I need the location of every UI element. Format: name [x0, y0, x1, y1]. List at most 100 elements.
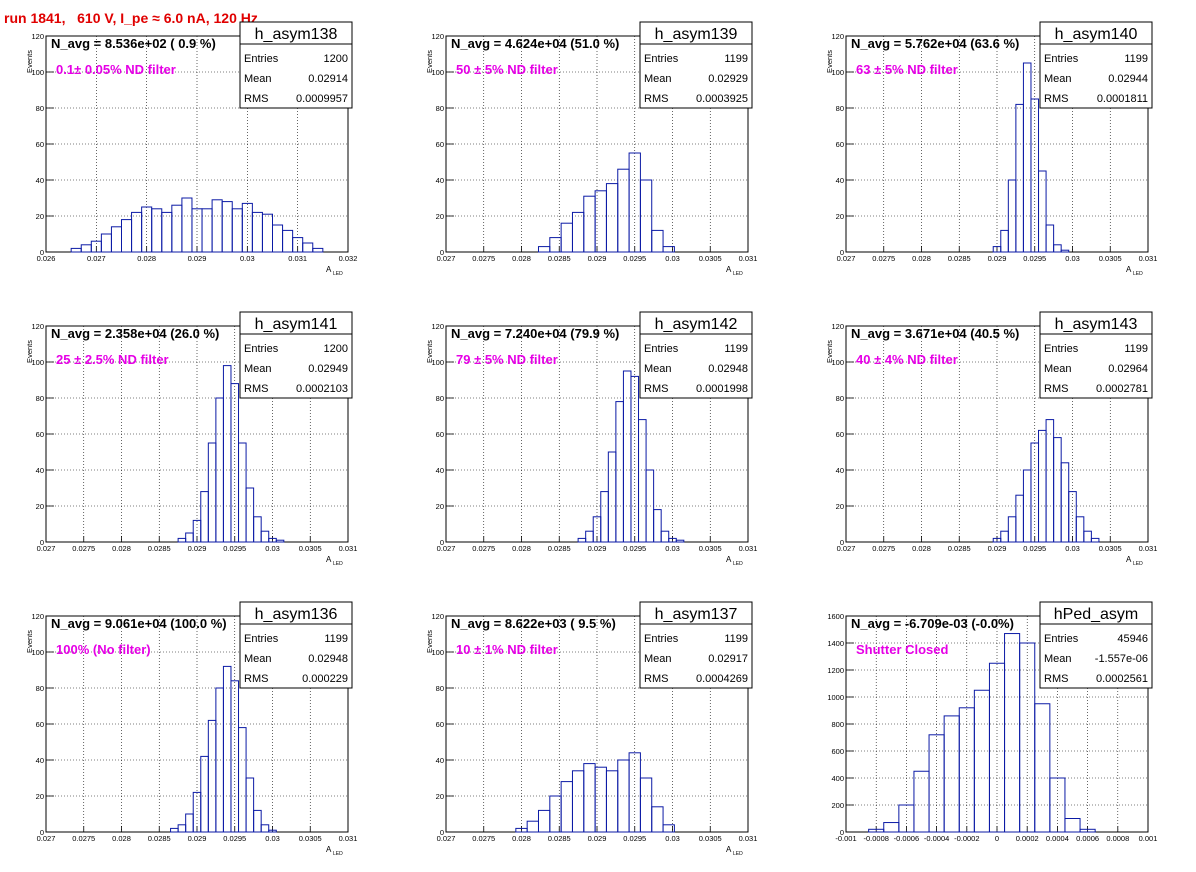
stats-value: 0.02964 — [1108, 363, 1148, 375]
x-tick-label: 0.0295 — [623, 834, 646, 843]
histogram-bin — [645, 469, 655, 543]
y-tick-label: 1600 — [827, 612, 844, 621]
histogram-name: h_asym137 — [655, 606, 738, 623]
y-tick-label: 1400 — [827, 639, 844, 648]
histogram-name: h_asym140 — [1055, 26, 1138, 43]
x-tick-label: 0.0275 — [872, 254, 895, 263]
histogram-bin — [1083, 530, 1092, 543]
chart-panel-h_asym139: 0.027 0.0275 0.028 0.0285 0.029 0.0295 0.03 0.0… — [425, 21, 758, 277]
stats-label: Mean — [644, 73, 672, 85]
stats-label: RMS — [244, 93, 268, 105]
y-tick-label: 40 — [836, 176, 844, 185]
y-tick-label: 60 — [836, 430, 844, 439]
y-tick-label: 20 — [436, 212, 444, 221]
stats-value: 1199 — [724, 53, 748, 65]
histogram-bin — [651, 229, 664, 253]
y-tick-label: 100 — [831, 68, 844, 77]
x-tick-label: 0.0295 — [1023, 544, 1046, 553]
y-tick-label: 200 — [831, 801, 844, 810]
histogram-bin — [268, 829, 277, 833]
x-axis-title: A — [726, 265, 732, 274]
y-tick-label: 80 — [36, 394, 44, 403]
stats-label: RMS — [644, 93, 668, 105]
navg-annotation: N_avg = 3.671e+04 (40.5 %) — [851, 326, 1019, 341]
filter-annotation: 0.1± 0.05% ND filter — [56, 62, 176, 77]
y-tick-label: 20 — [36, 502, 44, 511]
x-tick-label: 0.029 — [188, 254, 207, 263]
histogram-bin — [660, 530, 670, 543]
y-tick-label: 100 — [431, 68, 444, 77]
x-tick-label: 0.0295 — [1023, 254, 1046, 263]
histogram-name: hPed_asym — [1054, 606, 1139, 623]
x-tick-label: 0.0295 — [223, 834, 246, 843]
stats-label: Mean — [644, 653, 672, 665]
stats-label: Entries — [1044, 53, 1079, 65]
x-axis-title: A — [1126, 555, 1132, 564]
y-tick-label: 20 — [36, 792, 44, 801]
y-tick-label: 120 — [31, 612, 44, 621]
y-tick-label: 20 — [836, 502, 844, 511]
y-tick-label: 40 — [436, 466, 444, 475]
stats-value: 0.02948 — [708, 363, 748, 375]
histogram-name: h_asym138 — [255, 26, 338, 43]
x-tick-label: 0.0285 — [548, 834, 571, 843]
stats-box — [639, 601, 753, 689]
chart-panel-h_asym136: 0.027 0.0275 0.028 0.0285 0.029 0.0295 0.03 0.0… — [25, 601, 357, 857]
x-tick-label: 0.027 — [37, 834, 56, 843]
stats-value: 0.0002781 — [1096, 383, 1148, 395]
x-tick-label: 0.0285 — [948, 544, 971, 553]
y-tick-label: 0 — [440, 248, 444, 257]
x-axis-title: A — [326, 845, 332, 854]
x-tick-label: 0.027 — [837, 544, 856, 553]
y-tick-label: 60 — [836, 140, 844, 149]
stats-value: 0.0004269 — [696, 673, 748, 685]
histogram-bin — [1053, 244, 1062, 253]
x-tick-label: 0.0008 — [1106, 834, 1129, 843]
stats-label: Entries — [244, 343, 279, 355]
x-tick-label: -0.0002 — [954, 834, 979, 843]
x-tick-label: 0.027 — [437, 254, 456, 263]
histogram-bin — [245, 487, 255, 543]
stats-value: 1199 — [724, 343, 748, 355]
x-tick-label: 0.03 — [665, 254, 680, 263]
x-tick-label: 0.0285 — [548, 254, 571, 263]
histogram-bin — [1045, 224, 1055, 253]
x-tick-label: 0.029 — [188, 834, 207, 843]
y-axis-title: Events — [425, 630, 434, 653]
x-tick-label: 0.0295 — [223, 544, 246, 553]
x-tick-label: 0.0305 — [699, 254, 722, 263]
x-tick-label: 0.0295 — [623, 254, 646, 263]
y-tick-label: 40 — [36, 756, 44, 765]
stats-value: 1200 — [324, 343, 348, 355]
y-tick-label: 60 — [436, 720, 444, 729]
y-tick-label: 20 — [36, 212, 44, 221]
x-tick-label: 0.03 — [665, 834, 680, 843]
histogram-bin — [1090, 537, 1100, 543]
filter-annotation: 100% (No filter) — [56, 642, 151, 657]
histogram-bin — [253, 516, 262, 543]
y-tick-label: 80 — [836, 394, 844, 403]
stats-value: 0.000229 — [302, 673, 348, 685]
x-tick-label: 0.03 — [1065, 254, 1080, 263]
x-tick-label: 0.0305 — [699, 834, 722, 843]
x-axis-title: A — [326, 265, 332, 274]
stats-box — [239, 601, 353, 689]
y-tick-label: 120 — [31, 32, 44, 41]
histogram-bin — [1075, 516, 1085, 543]
histogram-bin — [253, 809, 262, 833]
navg-annotation: N_avg = 2.358e+04 (26.0 %) — [51, 326, 219, 341]
stats-box — [239, 311, 353, 399]
stats-label: RMS — [644, 673, 668, 685]
x-tick-label: 0.031 — [339, 544, 358, 553]
y-tick-label: 60 — [36, 140, 44, 149]
x-tick-label: -0.0008 — [863, 834, 888, 843]
stats-label: Entries — [244, 53, 279, 65]
x-tick-label: 0.031 — [739, 254, 758, 263]
stats-box — [639, 311, 753, 399]
histogram-bin — [675, 539, 685, 543]
x-tick-label: 0.0285 — [548, 544, 571, 553]
stats-value: 0.02949 — [308, 363, 348, 375]
histogram-bin — [260, 824, 270, 833]
histogram-bin — [639, 179, 653, 253]
